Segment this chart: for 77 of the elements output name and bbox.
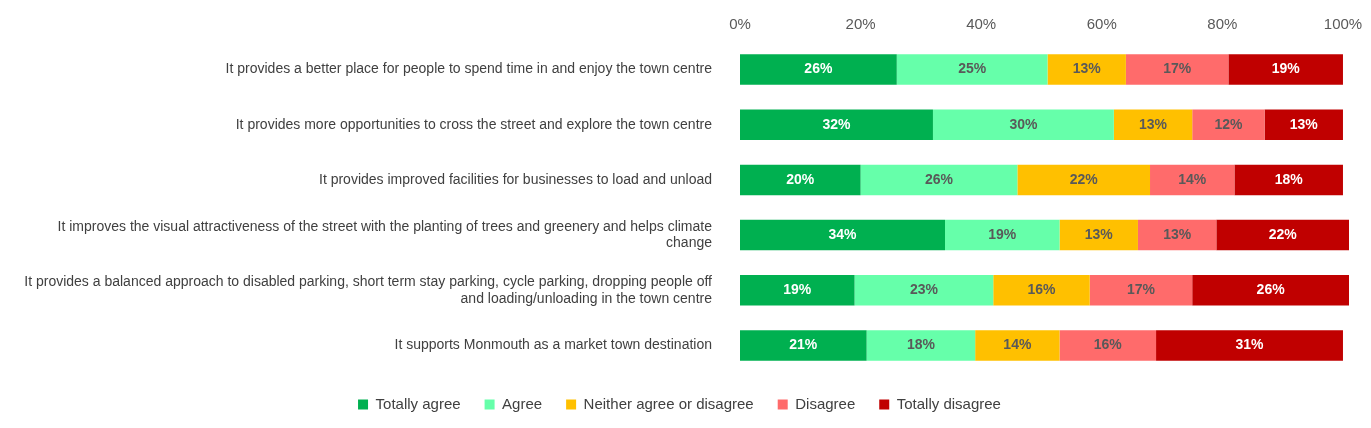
bar xyxy=(1059,219,1138,251)
y-tick-label: It provides a balanced approach to disabled parking, short term stay parking, cycle parking, dropping people off and loading/unloading in the town centre xyxy=(24,272,713,306)
data-label: 17% xyxy=(1163,60,1192,77)
x-tick-label: 60% xyxy=(1086,15,1117,33)
data-label: 20% xyxy=(786,170,815,187)
bar xyxy=(932,109,1114,140)
x-tick-label: 40% xyxy=(966,15,997,33)
data-label: 26% xyxy=(804,60,833,77)
bar xyxy=(1156,330,1343,361)
data-label: 18% xyxy=(1274,170,1304,187)
legend-label: Disagree xyxy=(795,394,856,412)
bar xyxy=(1150,164,1235,196)
bar xyxy=(740,54,897,85)
bar xyxy=(740,219,946,251)
legend-label: Totally disagree xyxy=(896,394,1001,412)
legend-label: Agree xyxy=(502,394,543,412)
data-label: 32% xyxy=(822,115,852,132)
y-tick-label: It supports Monmouth as a market town destination xyxy=(394,336,712,353)
bar xyxy=(1264,109,1343,140)
data-label: 14% xyxy=(1178,170,1207,187)
bar xyxy=(740,275,855,306)
data-label: 19% xyxy=(988,225,1017,242)
data-label: 21% xyxy=(789,336,818,353)
y-tick-label: It improves the visual attractiveness of the street with the planting of trees and greenery and helps climate change xyxy=(57,217,713,251)
bar xyxy=(1059,330,1157,361)
bar xyxy=(1234,164,1343,196)
bar xyxy=(866,330,976,361)
bar xyxy=(1089,275,1193,306)
bar xyxy=(1216,219,1349,251)
data-label: 34% xyxy=(828,225,858,242)
data-label: 13% xyxy=(1139,115,1168,132)
x-tick-label: 0% xyxy=(729,15,751,33)
x-tick-label: 80% xyxy=(1207,15,1238,33)
data-label: 22% xyxy=(1268,225,1298,242)
bar xyxy=(945,219,1060,251)
legend-label: Neither agree or disagree xyxy=(583,394,754,412)
data-label: 19% xyxy=(1271,60,1301,77)
data-label: 13% xyxy=(1289,115,1319,132)
x-tick-label: 100% xyxy=(1323,15,1363,33)
data-label: 12% xyxy=(1214,115,1243,132)
bar xyxy=(1192,275,1349,306)
bar xyxy=(854,275,994,306)
bar xyxy=(740,164,861,196)
data-label: 16% xyxy=(1027,281,1057,298)
data-label: 26% xyxy=(1256,281,1286,298)
data-label: 31% xyxy=(1235,336,1265,353)
y-tick-label: It provides more opportunities to cross the street and explore the town centre xyxy=(235,115,713,132)
data-label: 26% xyxy=(924,170,954,187)
bar xyxy=(1228,54,1343,85)
data-label: 22% xyxy=(1069,170,1099,187)
data-label: 17% xyxy=(1126,281,1156,298)
data-label: 13% xyxy=(1084,225,1114,242)
data-label: 14% xyxy=(1003,336,1032,353)
legend-label: Totally agree xyxy=(375,394,461,412)
data-label: 19% xyxy=(783,281,812,298)
bar xyxy=(1017,164,1151,196)
x-tick-label: 20% xyxy=(845,15,876,33)
data-label: 23% xyxy=(909,281,939,298)
bar xyxy=(896,54,1048,85)
bar xyxy=(860,164,1018,196)
data-label: 25% xyxy=(958,60,987,77)
data-label: 16% xyxy=(1093,336,1123,353)
data-label: 13% xyxy=(1163,225,1192,242)
data-label: 13% xyxy=(1072,60,1102,77)
bar xyxy=(1113,109,1193,140)
bar xyxy=(740,109,933,140)
bar xyxy=(1047,54,1126,85)
bar xyxy=(740,330,867,361)
bar xyxy=(975,330,1060,361)
bar xyxy=(1125,54,1229,85)
data-label: 18% xyxy=(906,336,936,353)
y-tick-label: It provides improved facilities for businesses to load and unload xyxy=(319,170,712,187)
data-label: 30% xyxy=(1009,115,1038,132)
bar xyxy=(1137,219,1217,251)
bar xyxy=(1192,109,1265,140)
bar xyxy=(993,275,1090,306)
y-tick-label: It provides a better place for people to spend time in and enjoy the town centre xyxy=(225,60,713,77)
